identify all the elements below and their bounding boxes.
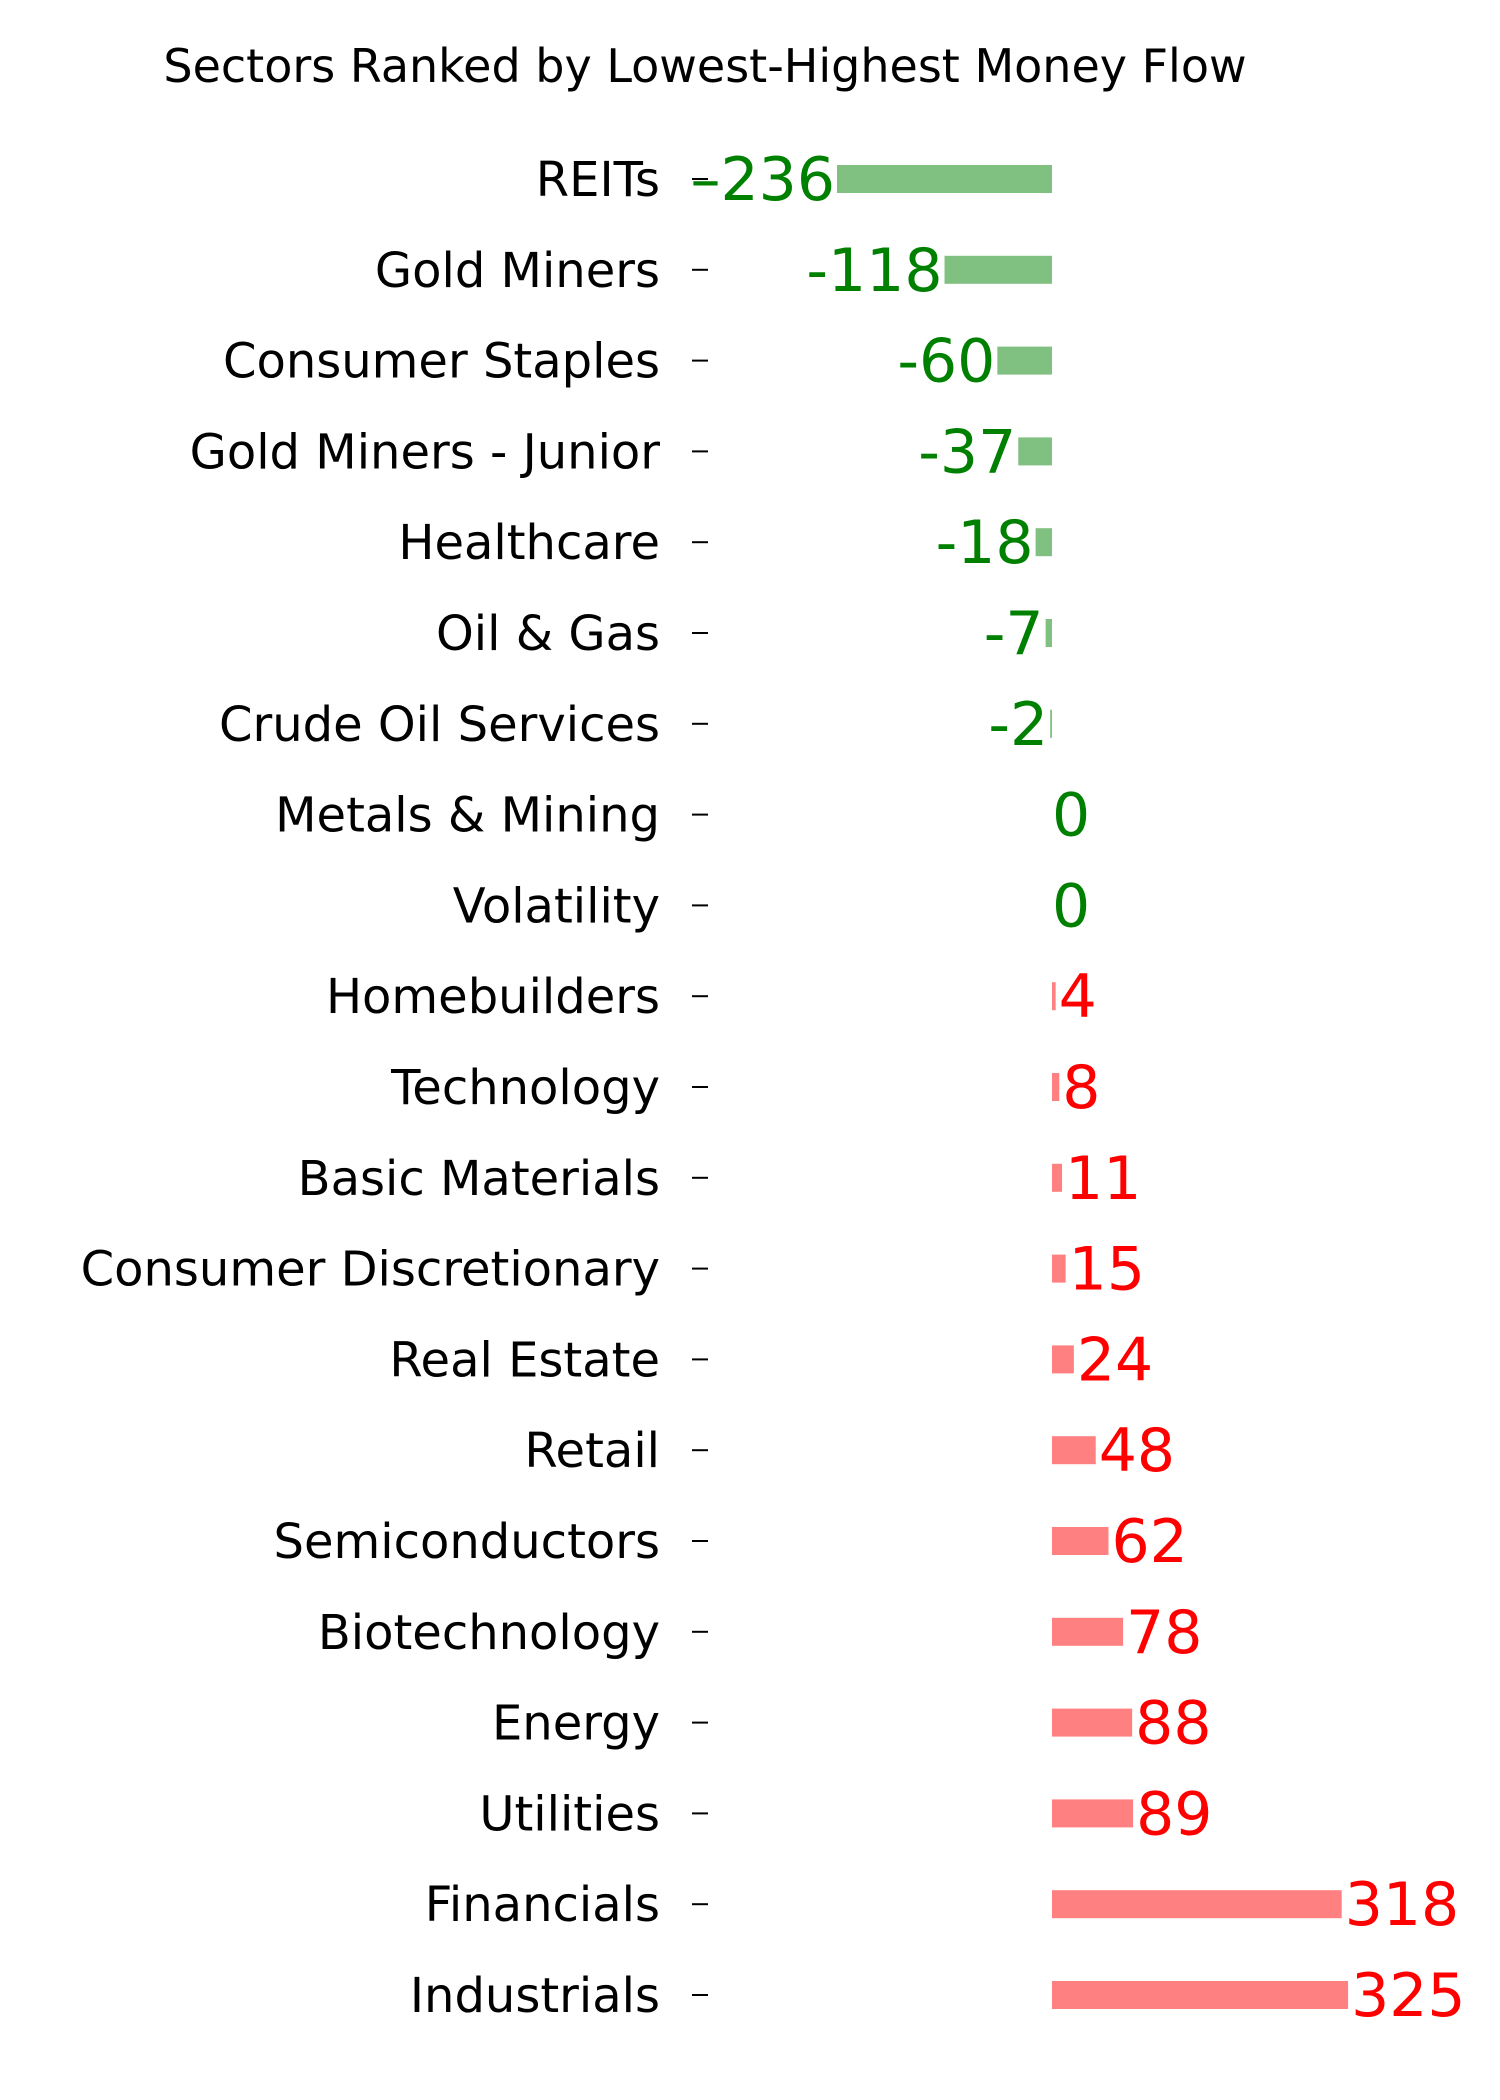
value-label: 89 xyxy=(1136,1779,1212,1849)
value-label: 318 xyxy=(1345,1870,1460,1940)
bar xyxy=(837,165,1052,193)
value-label: 48 xyxy=(1099,1416,1175,1486)
category-label: Real Estate xyxy=(389,1332,660,1388)
category-label: Gold Miners - Junior xyxy=(190,424,661,480)
category-label: Technology xyxy=(390,1060,660,1116)
category-label: Metals & Mining xyxy=(275,788,660,844)
value-label: -18 xyxy=(936,508,1034,578)
bar xyxy=(1045,619,1052,647)
bar xyxy=(1052,1708,1133,1737)
category-label: Crude Oil Services xyxy=(219,697,660,753)
bar xyxy=(1018,437,1052,466)
bar xyxy=(1050,709,1052,738)
bar xyxy=(1052,1163,1063,1192)
bar xyxy=(997,346,1052,375)
category-label: Biotechnology xyxy=(318,1605,660,1661)
value-label: -2 xyxy=(988,690,1048,760)
category-label: Energy xyxy=(492,1696,660,1752)
bar xyxy=(1052,1345,1074,1374)
category-label: Homebuilders xyxy=(326,969,660,1025)
value-label: 78 xyxy=(1126,1598,1202,1668)
bar xyxy=(1035,528,1052,557)
bar xyxy=(1052,1799,1134,1828)
value-label: -7 xyxy=(984,599,1044,669)
value-label: 325 xyxy=(1351,1961,1466,2031)
value-label: 11 xyxy=(1065,1144,1141,1214)
category-label: REITs xyxy=(536,152,660,208)
category-label: Consumer Staples xyxy=(223,334,660,390)
bar xyxy=(1052,1527,1109,1555)
bar xyxy=(1052,1617,1124,1646)
category-label: Retail xyxy=(524,1423,660,1479)
category-label: Healthcare xyxy=(398,515,660,571)
value-label: 62 xyxy=(1111,1507,1187,1577)
category-label: Utilities xyxy=(479,1786,660,1842)
category-label: Industrials xyxy=(410,1968,660,2024)
chart-title: Sectors Ranked by Lowest-Highest Money F… xyxy=(163,39,1246,93)
value-label: 0 xyxy=(1052,781,1090,851)
bar xyxy=(944,255,1052,284)
category-label: Financials xyxy=(425,1877,660,1933)
bar xyxy=(1052,1890,1342,1919)
value-label: –236 xyxy=(690,145,835,215)
chart-rows: REITs –236 Gold Miners -118 Consumer Staples… xyxy=(81,145,1466,2031)
value-label: 8 xyxy=(1062,1053,1100,1123)
category-label: Consumer Discretionary xyxy=(81,1242,660,1298)
value-label: 0 xyxy=(1052,871,1090,941)
bar xyxy=(1052,1254,1066,1283)
category-label: Oil & Gas xyxy=(436,606,660,662)
value-label: 15 xyxy=(1069,1235,1145,1305)
category-label: Semiconductors xyxy=(274,1514,660,1570)
value-label: 4 xyxy=(1059,962,1097,1032)
value-label: 88 xyxy=(1135,1689,1211,1759)
category-label: Basic Materials xyxy=(298,1151,660,1207)
bar xyxy=(1052,1436,1096,1465)
value-label: -60 xyxy=(897,327,995,397)
category-label: Gold Miners xyxy=(375,243,660,299)
value-label: -37 xyxy=(918,417,1016,487)
value-label: 24 xyxy=(1077,1325,1153,1395)
bar xyxy=(1052,982,1056,1011)
value-label: -118 xyxy=(806,236,942,306)
bar xyxy=(1052,1981,1349,2009)
category-label: Volatility xyxy=(453,878,660,934)
bar xyxy=(1052,1073,1060,1101)
